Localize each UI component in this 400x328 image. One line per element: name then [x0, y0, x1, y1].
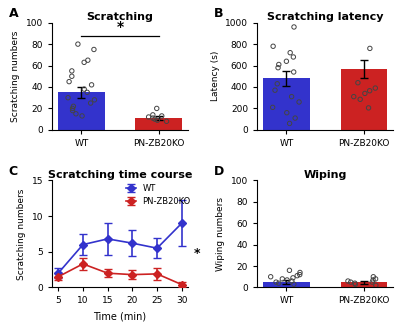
Point	[272, 88, 278, 93]
Point	[69, 108, 76, 113]
Point	[84, 90, 90, 95]
Point	[350, 94, 357, 99]
Point	[297, 270, 303, 275]
Point	[352, 282, 358, 287]
Point	[284, 110, 290, 115]
Point	[88, 82, 95, 88]
Point	[365, 105, 372, 111]
Y-axis label: Scratching numbers: Scratching numbers	[11, 31, 20, 122]
Point	[362, 91, 368, 96]
Text: *: *	[116, 20, 124, 34]
Title: Wiping: Wiping	[303, 170, 347, 179]
Bar	[58, 92, 104, 130]
Point	[75, 42, 81, 47]
Point	[355, 80, 361, 85]
Point	[91, 47, 97, 52]
Y-axis label: Wiping numbers: Wiping numbers	[216, 197, 225, 271]
Point	[268, 274, 274, 279]
Point	[146, 114, 152, 120]
Text: D: D	[214, 165, 224, 178]
Point	[348, 279, 354, 285]
Legend: WT, PN-ZB20KO: WT, PN-ZB20KO	[122, 180, 194, 209]
Point	[70, 104, 76, 109]
Text: B: B	[214, 7, 223, 20]
Point	[81, 87, 88, 92]
Point	[73, 111, 79, 116]
Point	[296, 99, 302, 105]
Text: *: *	[194, 247, 201, 260]
Point	[79, 113, 85, 118]
Point	[154, 118, 161, 123]
Point	[367, 46, 373, 51]
X-axis label: Time (min): Time (min)	[94, 311, 146, 321]
Point	[154, 106, 160, 111]
Point	[65, 95, 71, 100]
Point	[283, 59, 290, 64]
Point	[373, 283, 379, 288]
Bar	[263, 78, 310, 130]
Title: Scratching: Scratching	[86, 12, 154, 22]
Point	[273, 279, 279, 285]
Point	[91, 97, 98, 102]
Point	[287, 50, 293, 55]
Point	[85, 58, 91, 63]
Point	[88, 100, 94, 106]
Point	[274, 81, 280, 86]
Point	[150, 112, 156, 117]
Point	[288, 94, 295, 99]
Text: C: C	[8, 165, 18, 178]
Point	[370, 274, 376, 279]
Y-axis label: Latency (s): Latency (s)	[210, 51, 220, 101]
Title: Scratching latency: Scratching latency	[267, 12, 383, 22]
Y-axis label: Scratching numbers: Scratching numbers	[17, 188, 26, 279]
Point	[291, 282, 297, 287]
Text: A: A	[8, 7, 18, 20]
Point	[370, 277, 376, 283]
Point	[345, 278, 351, 284]
Point	[369, 279, 376, 285]
Bar	[340, 69, 387, 130]
Point	[275, 65, 281, 70]
Point	[286, 268, 293, 273]
Point	[150, 115, 156, 121]
Point	[290, 275, 296, 280]
Point	[69, 68, 75, 73]
Point	[279, 276, 286, 281]
Point	[292, 115, 298, 121]
Point	[294, 273, 300, 278]
Point	[290, 69, 297, 74]
Point	[286, 121, 293, 126]
Point	[69, 106, 76, 111]
Bar	[136, 118, 182, 130]
Point	[66, 79, 72, 84]
Point	[357, 97, 363, 102]
Point	[270, 105, 276, 110]
Point	[276, 280, 282, 286]
Point	[69, 74, 75, 79]
Title: Scratching time course: Scratching time course	[48, 170, 192, 179]
Point	[366, 88, 373, 93]
Point	[291, 24, 297, 30]
Point	[372, 276, 379, 281]
Point	[81, 60, 87, 65]
Point	[372, 85, 378, 91]
Point	[296, 272, 303, 277]
Point	[289, 278, 295, 284]
Point	[352, 280, 358, 286]
Bar	[263, 282, 310, 287]
Point	[270, 44, 276, 49]
Point	[163, 119, 170, 124]
Point	[158, 113, 165, 118]
Point	[152, 116, 158, 122]
Point	[284, 277, 290, 283]
Point	[276, 62, 282, 67]
Bar	[340, 282, 387, 287]
Point	[290, 54, 296, 60]
